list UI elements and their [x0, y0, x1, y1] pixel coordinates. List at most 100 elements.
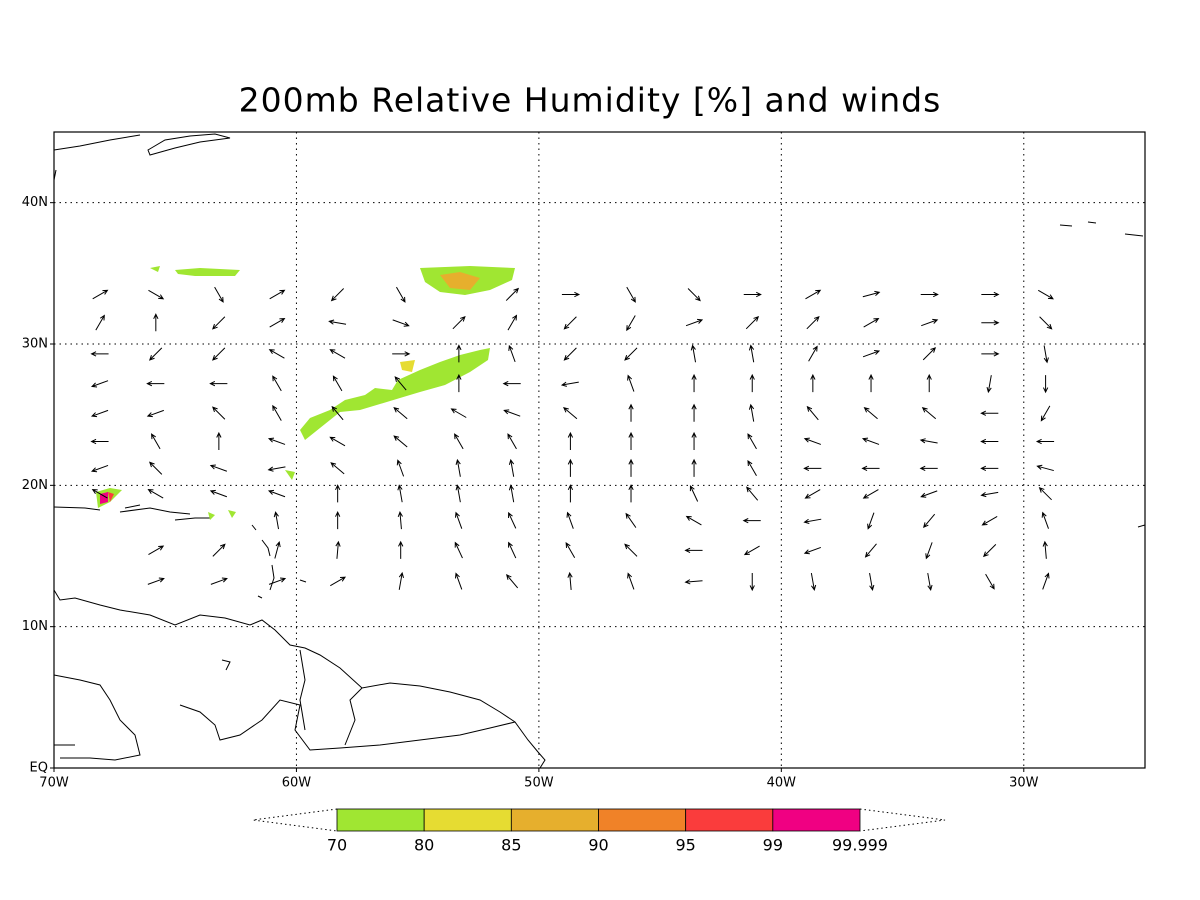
wind-arrow — [450, 408, 467, 418]
wind-arrow — [212, 316, 226, 330]
wind-arrow — [454, 433, 464, 450]
wind-arrow — [454, 572, 463, 590]
wind-arrow — [567, 458, 574, 477]
wind-arrow — [868, 373, 874, 393]
wind-arrow — [1042, 572, 1050, 590]
wind-arrow — [508, 344, 516, 363]
wind-arrow — [392, 319, 410, 327]
wind-arrow — [330, 462, 345, 475]
wind-vectors — [90, 286, 1055, 592]
wind-arrow — [396, 286, 406, 303]
wind-arrow — [863, 407, 878, 420]
wind-arrow — [508, 484, 515, 503]
wind-arrow — [624, 543, 638, 557]
wind-arrow — [981, 320, 1000, 326]
wind-arrow — [153, 313, 159, 332]
wind-arrow — [148, 289, 165, 300]
wind-arrow — [563, 407, 578, 420]
wind-arrow — [869, 572, 875, 591]
wind-arrow — [335, 511, 341, 530]
wind-arrow — [567, 571, 573, 590]
wind-arrow — [685, 515, 702, 526]
colorbar-segment — [423, 808, 512, 832]
y-tick-label: 10N — [22, 619, 48, 634]
wind-arrow — [684, 579, 703, 585]
wind-arrow — [920, 490, 938, 498]
wind-arrow — [90, 380, 109, 388]
wind-arrow — [567, 484, 574, 503]
wind-arrow — [1040, 405, 1051, 422]
wind-arrow — [983, 543, 997, 558]
wind-arrow — [565, 541, 576, 558]
wind-arrow — [335, 484, 341, 503]
wind-arrow — [508, 511, 517, 529]
colorbar: 70 80 85 90 95 99 99.999 — [252, 808, 946, 855]
wind-arrow — [392, 351, 411, 357]
wind-arrow — [803, 465, 822, 471]
wind-arrow — [147, 577, 165, 585]
wind-arrow — [628, 403, 634, 422]
wind-arrow — [980, 438, 999, 445]
wind-arrow — [862, 290, 881, 298]
y-tick-label: 20N — [22, 478, 48, 493]
wind-arrow — [861, 437, 880, 445]
wind-arrow — [748, 344, 755, 363]
humidity-shading — [96, 266, 515, 520]
wind-arrow — [212, 543, 226, 557]
colorbar-label: 80 — [414, 836, 434, 855]
map-frame — [53, 131, 1146, 769]
wind-arrow — [272, 404, 282, 421]
wind-arrow — [567, 431, 574, 451]
wind-arrow — [747, 460, 757, 476]
wind-arrow — [1042, 375, 1049, 394]
wind-arrow — [980, 491, 999, 498]
wind-arrow — [147, 488, 164, 499]
colorbar-segment — [772, 808, 861, 832]
wind-arrow — [803, 546, 822, 555]
wind-arrow — [267, 489, 286, 498]
wind-arrow — [329, 349, 346, 359]
y-tick-label: 40N — [22, 195, 48, 210]
wind-arrow — [1043, 345, 1049, 364]
colorbar-label: 99.999 — [832, 836, 888, 855]
wind-arrow — [394, 376, 407, 391]
colorbar-segment — [685, 808, 774, 832]
wind-arrow — [454, 511, 463, 529]
wind-arrow — [209, 380, 228, 387]
wind-arrow — [806, 405, 819, 421]
wind-arrow — [745, 315, 760, 330]
wind-arrow — [508, 541, 517, 559]
wind-arrow — [803, 518, 822, 524]
wind-arrow — [332, 375, 343, 392]
wind-arrow — [563, 316, 577, 330]
wind-arrow — [456, 344, 462, 363]
wind-arrow — [267, 437, 286, 445]
wind-arrow — [151, 433, 161, 450]
wind-arrow — [684, 547, 703, 553]
x-tick-label: 70W — [39, 776, 69, 791]
wind-arrow — [927, 572, 933, 591]
wind-arrow — [455, 458, 461, 477]
wind-arrow — [1041, 511, 1049, 529]
wind-arrow — [452, 315, 466, 330]
wind-arrow — [810, 373, 816, 393]
x-tick-label: 50W — [524, 776, 554, 791]
wind-arrow — [506, 574, 519, 589]
wind-arrow — [980, 410, 999, 416]
colorbar-segment — [336, 808, 425, 832]
wind-arrow — [393, 407, 408, 420]
wind-arrow — [209, 489, 228, 498]
wind-arrow — [863, 317, 880, 328]
wind-arrow — [691, 403, 697, 422]
wind-arrow — [146, 380, 165, 387]
wind-arrow — [749, 373, 755, 393]
wind-arrow — [212, 406, 226, 420]
wind-arrow — [1042, 540, 1048, 559]
colorbar-segment — [510, 808, 599, 832]
wind-arrow — [393, 435, 408, 448]
wind-arrow — [743, 291, 762, 298]
wind-arrow — [456, 373, 462, 393]
wind-arrow — [397, 484, 403, 503]
wind-arrow — [149, 347, 163, 361]
